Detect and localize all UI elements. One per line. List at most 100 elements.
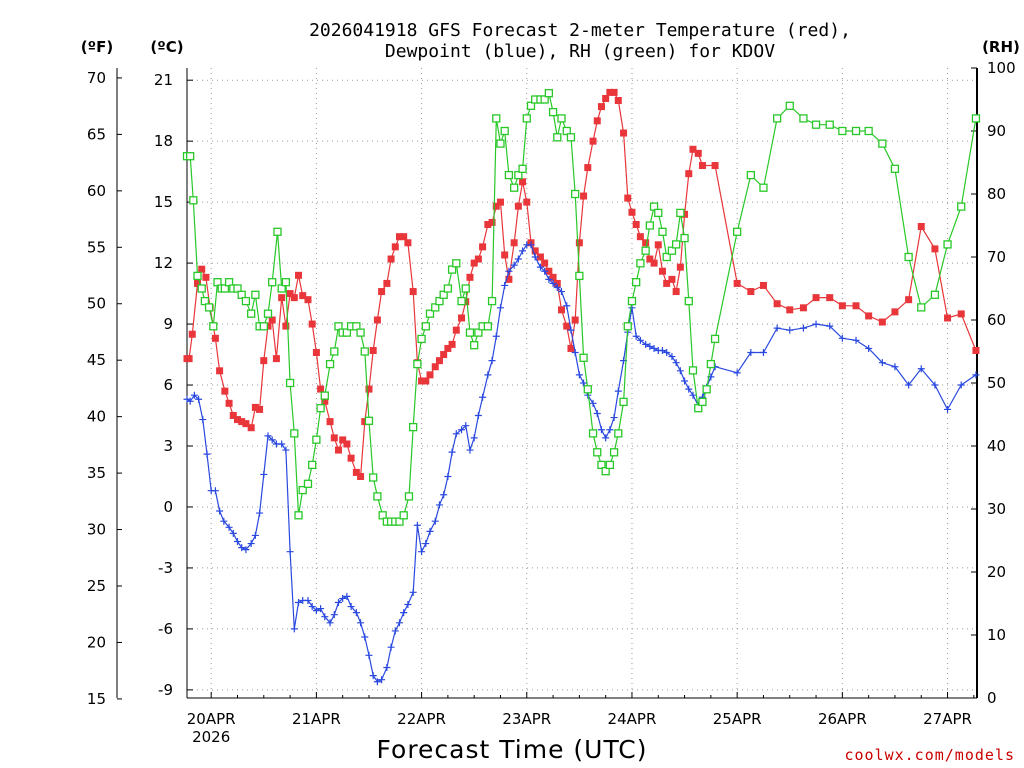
temperature-point — [597, 103, 605, 111]
rh-point — [224, 278, 234, 287]
celsius-tick-label: 6 — [163, 376, 173, 394]
temperature-point — [676, 263, 684, 271]
dewpoint-point — [531, 253, 539, 261]
rh-point — [373, 492, 382, 501]
temperature-point — [838, 302, 846, 310]
dewpoint-point — [369, 672, 377, 680]
temperature-point — [668, 275, 676, 283]
dewpoint-point — [422, 540, 430, 548]
temperature-point — [931, 245, 939, 253]
temperature-point — [225, 399, 233, 407]
rh-point — [548, 107, 558, 117]
dewpoint-point — [614, 387, 622, 395]
rh-point — [688, 366, 698, 375]
rh-point — [772, 114, 782, 123]
dewpoint-point — [352, 609, 360, 617]
dewpoint-point — [957, 381, 965, 389]
rh-point — [684, 296, 693, 306]
dewpoint-point — [514, 255, 522, 263]
temperature-point — [852, 302, 860, 310]
temperature-point — [440, 351, 448, 359]
rh-point — [649, 202, 659, 211]
rh-point — [241, 296, 251, 306]
temperature-point — [242, 420, 250, 428]
temperature-point — [812, 294, 820, 302]
temperature-point — [369, 346, 377, 354]
dewpoint-point — [373, 678, 381, 686]
dewpoint-point — [326, 619, 334, 627]
dewpoint-point — [242, 546, 250, 554]
dewpoint-point — [260, 470, 268, 478]
axes: 706560555045403530252015211815129630-3-6… — [87, 59, 1016, 746]
temperature-point — [317, 385, 325, 393]
rh-point — [263, 309, 273, 318]
temperature-point — [435, 357, 443, 365]
rh-point — [706, 359, 716, 369]
rh-point — [413, 359, 422, 369]
temperature-point — [444, 344, 452, 352]
dewpoint-point — [668, 353, 676, 361]
chart-title-line-2: Dewpoint (blue), RH (green) for KDOV — [385, 41, 775, 62]
rh-point — [864, 126, 873, 136]
rh-point — [504, 170, 514, 180]
temperature-point — [339, 436, 347, 444]
rh-point — [352, 322, 361, 331]
dewpoint-point — [195, 395, 203, 403]
rh-point — [483, 322, 493, 331]
dewpoint-point — [365, 651, 373, 659]
rh-point — [316, 404, 325, 413]
rh-point — [487, 296, 497, 306]
temperature-point — [251, 403, 259, 411]
dewpoint-point — [676, 367, 684, 375]
temperature-point — [185, 355, 193, 363]
dewpoint-point — [944, 405, 952, 413]
fahrenheit-tick-label: 35 — [87, 464, 106, 482]
temperature-point — [400, 233, 408, 241]
dewpoint-point — [891, 363, 899, 371]
temperature-point — [365, 385, 373, 393]
dewpoint-point — [527, 241, 535, 249]
rh-point — [431, 303, 440, 312]
temperature-point — [229, 412, 237, 420]
celsius-tick-label: -3 — [158, 559, 173, 577]
dewpoint-point — [404, 601, 412, 609]
dewpoint-point — [593, 409, 601, 417]
x-tick-label: 25APR — [713, 710, 762, 728]
dewpoint-point — [672, 359, 680, 367]
temperature-point — [282, 322, 290, 330]
dewpoint-point — [334, 598, 342, 606]
rh-tick-label: 90 — [987, 122, 1006, 140]
temperature-point — [584, 164, 592, 172]
dewpoint-point — [878, 359, 886, 367]
rh-point — [627, 296, 637, 306]
fahrenheit-tick-label: 45 — [87, 351, 106, 369]
x-year-label: 2026 — [192, 728, 230, 746]
rh-point — [285, 378, 295, 388]
rh-point — [522, 114, 531, 123]
rh-point — [645, 221, 654, 230]
rh-point — [209, 322, 218, 331]
rh-point — [553, 133, 562, 142]
dewpoint-point — [330, 611, 338, 619]
temperature-point — [221, 387, 229, 395]
rh-point — [825, 120, 834, 129]
dewpoint-point — [278, 440, 286, 448]
dewpoint-point — [256, 509, 264, 517]
rh-point — [189, 196, 198, 205]
rh-point — [759, 183, 768, 192]
rh-point — [200, 296, 210, 306]
temperature-point — [488, 218, 496, 226]
fahrenheit-tick-label: 40 — [87, 408, 106, 426]
rh-point — [312, 435, 321, 444]
rh-point — [186, 152, 195, 161]
temperature-point — [268, 316, 276, 324]
dewpoint-point — [440, 491, 448, 499]
temperature-point — [786, 306, 794, 314]
rh-point — [694, 404, 703, 413]
rh-point — [277, 284, 286, 293]
rh-point — [540, 95, 549, 104]
rh-point — [904, 252, 913, 262]
temperature-point — [972, 346, 980, 354]
celsius-tick-label: -6 — [158, 620, 173, 638]
rh-point — [662, 252, 671, 262]
